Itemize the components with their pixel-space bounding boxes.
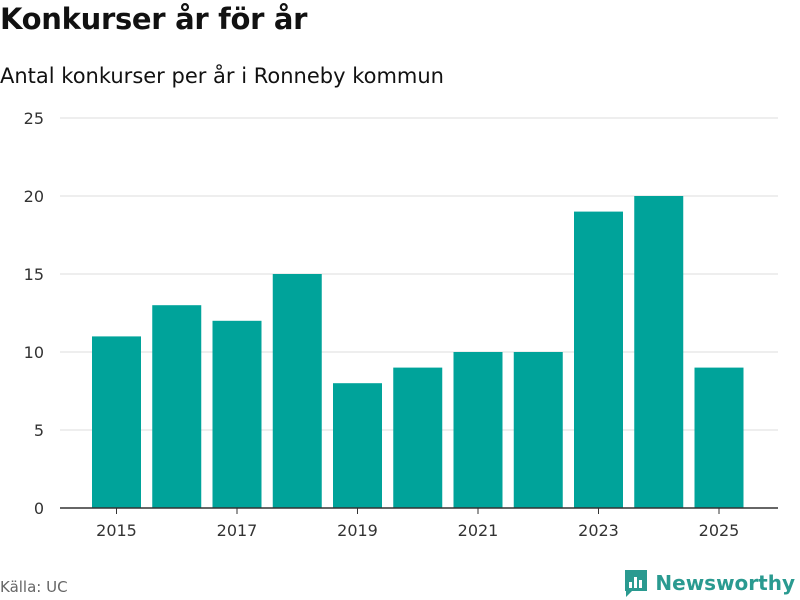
y-tick-label-10: 10 xyxy=(24,343,44,362)
y-tick-label-15: 15 xyxy=(24,265,44,284)
x-tick-label-2023: 2023 xyxy=(578,521,619,540)
x-tick-label-2021: 2021 xyxy=(458,521,499,540)
bar-2017 xyxy=(212,320,262,508)
bar-2022 xyxy=(513,352,563,508)
y-tick-label-0: 0 xyxy=(34,499,44,518)
source-note: Källa: UC xyxy=(0,578,68,596)
x-tick-label-2017: 2017 xyxy=(217,521,258,540)
chart-title: Konkurser år för år xyxy=(0,2,308,36)
bar-2024 xyxy=(634,196,684,508)
bar-2020 xyxy=(393,367,443,508)
brand-logo: Newsworthy xyxy=(623,568,795,598)
x-tick-label-2019: 2019 xyxy=(337,521,378,540)
chart-subtitle: Antal konkurser per år i Ronneby kommun xyxy=(0,64,444,88)
bar-2019 xyxy=(333,383,382,508)
bar-2015 xyxy=(92,336,141,508)
y-tick-label-20: 20 xyxy=(24,187,44,206)
y-tick-label-5: 5 xyxy=(34,421,44,440)
bar-2021 xyxy=(453,352,503,508)
bar-2025 xyxy=(694,367,744,508)
x-tick-label-2025: 2025 xyxy=(699,521,740,540)
newsworthy-logo-icon xyxy=(625,570,648,597)
bar-2023 xyxy=(574,211,623,508)
x-tick-label-2015: 2015 xyxy=(96,521,137,540)
y-tick-label-25: 25 xyxy=(24,109,44,128)
bar-2018 xyxy=(272,274,322,508)
bar-2016 xyxy=(152,305,202,508)
brand-name: Newsworthy xyxy=(655,571,795,595)
